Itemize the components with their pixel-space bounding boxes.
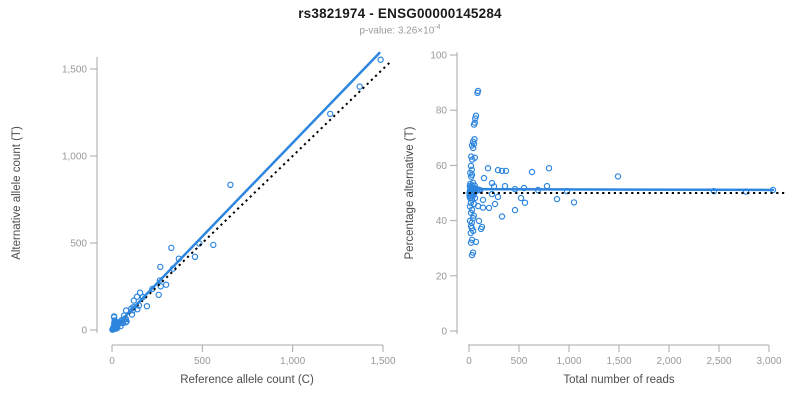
- data-point: [468, 206, 476, 213]
- identity-dotted-line: [111, 60, 392, 331]
- data-point: [494, 193, 502, 201]
- data-point: [122, 307, 130, 314]
- figure-subtitle: p-value: 3.26×10-4: [0, 24, 800, 36]
- x-tick-label: 3,000: [756, 356, 781, 367]
- x-axis-title: Reference allele count (C): [180, 374, 314, 386]
- data-point: [517, 194, 525, 202]
- y-tick-label: 1,000: [62, 152, 87, 163]
- data-point: [227, 181, 234, 188]
- data-point: [468, 173, 475, 180]
- p-value-text: p-value: 3.26×10: [359, 25, 435, 37]
- y-tick-label: 60: [436, 161, 448, 172]
- x-tick-label: 500: [194, 356, 211, 367]
- fit-line: [110, 51, 381, 332]
- fit-line: [469, 187, 775, 192]
- data-point: [475, 217, 483, 225]
- data-point: [123, 318, 130, 325]
- data-point: [377, 56, 384, 63]
- data-point: [122, 319, 129, 326]
- data-point: [498, 167, 506, 175]
- data-point: [470, 121, 478, 128]
- data-point: [356, 83, 363, 90]
- data-point: [469, 156, 476, 163]
- y-tick-label: 0: [81, 326, 87, 337]
- data-point: [478, 223, 486, 231]
- x-axis-title: Total number of reads: [563, 374, 674, 386]
- data-point: [157, 263, 164, 271]
- data-point: [210, 241, 217, 249]
- data-point: [155, 291, 162, 299]
- data-point: [130, 297, 137, 304]
- data-point: [472, 112, 480, 119]
- y-tick-label: 1,500: [62, 65, 87, 76]
- data-point: [491, 200, 499, 208]
- figure-title: rs3821974 - ENSG00000145284: [298, 6, 502, 21]
- scatter-plot-allele-counts: 0 500 1,000 1,500 0 500 1,000 1,500 Reference al…: [11, 51, 396, 386]
- data-point: [467, 162, 475, 170]
- data-point: [470, 144, 477, 152]
- data-point: [494, 166, 502, 174]
- y-tick-label: 80: [436, 106, 448, 117]
- data-point: [511, 206, 519, 214]
- data-point: [501, 182, 509, 190]
- scatter-plot-percentage-vs-reads: 0 20 40 60 80 100 0 500 1,000 1,500 2,000 2,500 3,00…: [404, 51, 787, 386]
- x-tick-label: 0: [466, 356, 472, 367]
- data-point: [498, 213, 506, 220]
- data-point: [614, 173, 622, 180]
- data-point: [468, 153, 475, 160]
- data-point: [484, 164, 492, 172]
- data-point: [570, 199, 578, 206]
- y-tick-label: 500: [70, 239, 87, 250]
- x-tick-label: 2,500: [706, 356, 731, 367]
- data-point: [191, 253, 199, 260]
- data-point: [168, 244, 175, 252]
- y-tick-label: 0: [441, 327, 447, 338]
- data-point: [133, 293, 141, 300]
- data-point: [327, 110, 334, 118]
- y-axis-title: Percentage alternative (T): [404, 126, 416, 259]
- data-point: [485, 204, 493, 212]
- y-tick-label: 20: [436, 271, 448, 282]
- data-point: [467, 229, 474, 237]
- data-point: [502, 167, 510, 175]
- data-point: [479, 204, 487, 211]
- data-point: [468, 251, 476, 259]
- data-point: [545, 164, 553, 172]
- data-point: [136, 289, 144, 296]
- data-point: [520, 184, 528, 192]
- y-axis-title: Alternative allele count (T): [11, 126, 23, 260]
- p-value-exponent: -4: [434, 24, 441, 31]
- data-point: [162, 281, 170, 288]
- data-point: [157, 283, 164, 290]
- data-point: [521, 199, 529, 206]
- x-tick-label: 1,500: [606, 356, 631, 367]
- data-point: [472, 115, 479, 122]
- x-tick-label: 2,000: [656, 356, 681, 367]
- data-point: [543, 182, 551, 190]
- data-point: [480, 174, 488, 182]
- y-tick-label: 100: [430, 51, 447, 62]
- data-point: [488, 190, 496, 198]
- data-point: [553, 195, 561, 203]
- data-point: [471, 194, 479, 202]
- x-tick-label: 500: [511, 356, 528, 367]
- x-tick-label: 1,500: [370, 356, 395, 367]
- data-point: [474, 89, 481, 97]
- data-point: [479, 196, 487, 204]
- data-point: [472, 238, 480, 246]
- data-point: [143, 303, 151, 310]
- y-tick-label: 40: [436, 216, 448, 227]
- x-tick-label: 0: [109, 356, 115, 367]
- data-point: [528, 168, 536, 176]
- x-tick-label: 1,000: [280, 356, 305, 367]
- x-tick-label: 1,000: [556, 356, 581, 367]
